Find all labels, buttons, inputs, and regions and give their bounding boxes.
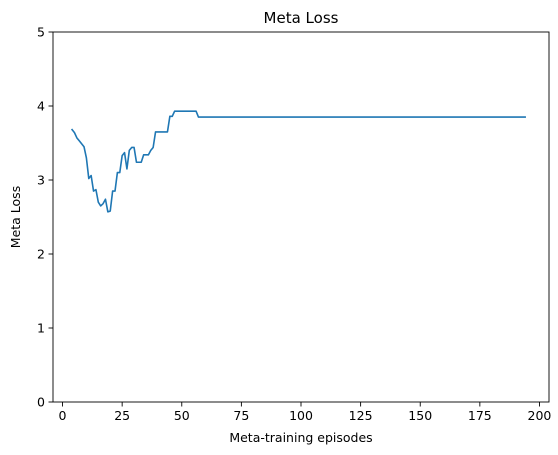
x-tick-label-75: 75 <box>233 408 249 423</box>
x-tick-label-100: 100 <box>289 408 313 423</box>
series-line-0 <box>70 110 526 213</box>
x-tick-label-150: 150 <box>408 408 432 423</box>
y-axis-label: Meta Loss <box>8 186 23 248</box>
x-tick-label-175: 175 <box>468 408 492 423</box>
y-tick-label-4: 4 <box>37 99 45 114</box>
x-tick-label-125: 125 <box>349 408 373 423</box>
x-axis-label: Meta-training episodes <box>229 430 372 445</box>
chart-title: Meta Loss <box>264 9 339 27</box>
y-tick-label-1: 1 <box>37 321 45 336</box>
x-tick-label-50: 50 <box>174 408 190 423</box>
x-tick-label-0: 0 <box>59 408 67 423</box>
y-tick-label-5: 5 <box>37 25 45 40</box>
y-tick-label-3: 3 <box>37 173 45 188</box>
y-tick-label-2: 2 <box>37 247 45 262</box>
x-tick-label-25: 25 <box>114 408 130 423</box>
plot-area: 0 25 50 75 100 125 150 175 200 0 1 2 3 4 5 <box>37 25 551 424</box>
x-tick-label-200: 200 <box>528 408 552 423</box>
y-tick-label-0: 0 <box>37 395 45 410</box>
